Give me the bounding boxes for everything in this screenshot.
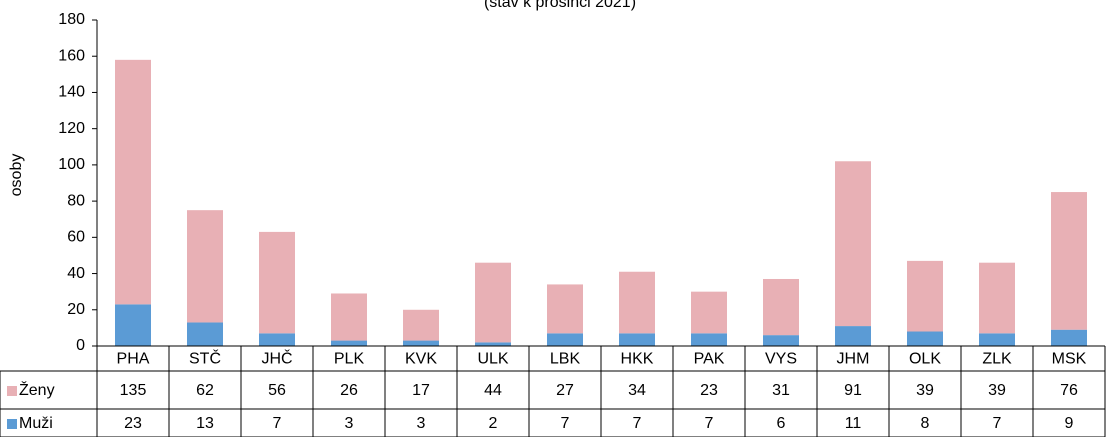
- x-tick-label: ULK: [477, 351, 508, 368]
- table-value: 34: [628, 382, 646, 399]
- x-tick-label: LBK: [550, 351, 581, 368]
- bar-segment: [691, 333, 727, 346]
- table-value: 56: [268, 382, 286, 399]
- bar-segment: [115, 304, 151, 346]
- y-tick-label: 0: [76, 337, 85, 354]
- bar-segment: [475, 262, 511, 343]
- table-value: 44: [484, 382, 502, 399]
- bar-segment: [763, 335, 799, 346]
- table-value: 11: [845, 415, 862, 432]
- legend-key: [7, 386, 17, 396]
- table-value: 31: [772, 382, 790, 399]
- table-value: 39: [988, 382, 1006, 399]
- x-tick-label: KVK: [405, 351, 437, 368]
- table-value: 17: [412, 382, 430, 399]
- x-tick-label: HKK: [621, 351, 654, 368]
- bar-segment: [475, 342, 511, 346]
- bar-segment: [1051, 192, 1087, 330]
- x-tick-label: MSK: [1052, 351, 1087, 368]
- bar-segment: [331, 340, 367, 346]
- y-tick-label: 60: [67, 229, 85, 246]
- bar-segment: [691, 291, 727, 334]
- bar-segment: [979, 262, 1015, 334]
- x-tick-label: VYS: [765, 351, 797, 368]
- x-tick-label: ZLK: [982, 351, 1012, 368]
- chart-subtitle: (stav k prosinci 2021): [484, 0, 636, 11]
- bar-segment: [619, 333, 655, 346]
- bar-segment: [547, 284, 583, 334]
- table-value: 3: [417, 415, 426, 432]
- legend-label: Muži: [19, 415, 53, 432]
- y-tick-label: 40: [67, 265, 85, 282]
- table-value: 7: [633, 415, 642, 432]
- x-tick-label: STČ: [189, 349, 221, 368]
- y-tick-label: 180: [58, 11, 85, 28]
- y-axis-label: osoby: [8, 154, 25, 197]
- table-value: 13: [196, 415, 214, 432]
- table-value: 3: [345, 415, 354, 432]
- bar-segment: [187, 322, 223, 346]
- y-tick-label: 100: [58, 156, 85, 173]
- bar-segment: [763, 278, 799, 336]
- table-value: 7: [561, 415, 570, 432]
- table-value: 27: [556, 382, 574, 399]
- table-value: 7: [993, 415, 1002, 432]
- table-value: 91: [844, 382, 862, 399]
- table-value: 8: [921, 415, 930, 432]
- bar-segment: [403, 309, 439, 341]
- table-value: 6: [777, 415, 786, 432]
- bar-segment: [979, 333, 1015, 346]
- bar-segment: [835, 326, 871, 346]
- bar-segment: [403, 340, 439, 346]
- table-value: 23: [124, 415, 142, 432]
- y-tick-label: 140: [58, 84, 85, 101]
- table-value: 23: [700, 382, 718, 399]
- bar-segment: [835, 161, 871, 327]
- y-tick-label: 20: [67, 301, 85, 318]
- table-value: 62: [196, 382, 214, 399]
- y-tick-label: 160: [58, 47, 85, 64]
- x-tick-label: JHČ: [261, 349, 292, 368]
- table-value: 26: [340, 382, 358, 399]
- y-tick-label: 120: [58, 120, 85, 137]
- bar-segment: [907, 260, 943, 332]
- bar-segment: [259, 333, 295, 346]
- table-value: 9: [1065, 415, 1074, 432]
- bar-segment: [187, 210, 223, 323]
- bar-segment: [1051, 329, 1087, 346]
- bar-segment: [907, 331, 943, 346]
- x-tick-label: PHA: [117, 351, 150, 368]
- table-value: 7: [705, 415, 714, 432]
- table-value: 39: [916, 382, 934, 399]
- bar-segment: [259, 231, 295, 334]
- legend-key: [7, 419, 17, 429]
- x-tick-label: PLK: [334, 351, 365, 368]
- bar-segment: [331, 293, 367, 341]
- x-tick-label: JHM: [837, 351, 870, 368]
- bar-segment: [115, 59, 151, 305]
- x-tick-label: PAK: [694, 351, 725, 368]
- table-value: 7: [273, 415, 282, 432]
- x-tick-label: OLK: [909, 351, 941, 368]
- table-value: 76: [1060, 382, 1078, 399]
- y-tick-label: 80: [67, 192, 85, 209]
- legend-label: Ženy: [19, 380, 55, 399]
- table-value: 135: [120, 382, 147, 399]
- table-value: 2: [489, 415, 498, 432]
- bar-segment: [547, 333, 583, 346]
- bar-segment: [619, 271, 655, 334]
